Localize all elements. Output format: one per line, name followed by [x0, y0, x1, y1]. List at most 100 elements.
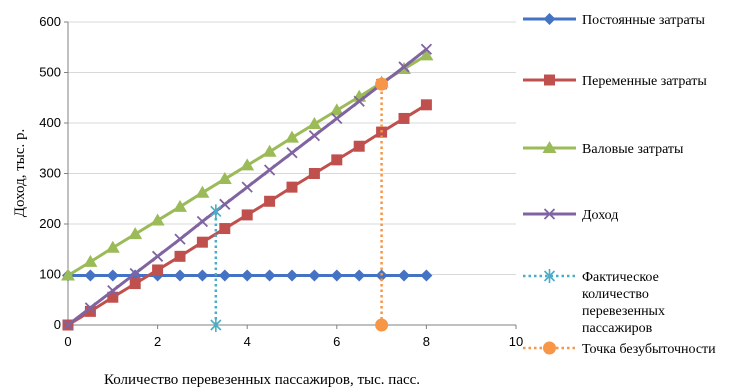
legend-label: пассажиров — [582, 321, 653, 336]
legend-label: Точка безубыточности — [582, 342, 716, 357]
series-3-point — [307, 117, 322, 130]
x-axis-title: Количество перевезенных пассажиров, тыс.… — [104, 372, 420, 388]
series-2-point — [107, 291, 119, 303]
series-2-point — [331, 154, 343, 166]
legend-entry: Переменные затраты — [523, 74, 707, 89]
legend-marker-point — [542, 141, 557, 153]
series-3-point — [262, 144, 277, 157]
series-4-point — [263, 164, 276, 176]
legend-marker-point — [543, 341, 556, 355]
series-4-point — [196, 215, 209, 228]
legend-entry: Доход — [523, 208, 618, 223]
series-2-point — [286, 181, 298, 193]
series-layer — [61, 43, 434, 332]
series-4-point — [241, 181, 253, 193]
series-1-point — [218, 269, 231, 282]
series-4-point — [151, 250, 164, 262]
legend: Постоянные затраты Переменные затраты Вало… — [523, 13, 716, 357]
legend-marker-point — [543, 13, 556, 25]
series-1-point — [106, 269, 119, 282]
series-3-point — [419, 48, 434, 61]
series-2 — [62, 99, 432, 331]
y-tick-label: 600 — [39, 14, 61, 29]
series-1-point — [420, 269, 433, 282]
series-5-point — [210, 204, 222, 219]
series-6-point — [375, 318, 389, 332]
legend-label: количество — [582, 287, 649, 302]
series-4-point — [129, 267, 141, 280]
series-2-point — [129, 278, 141, 290]
series-3-point — [105, 240, 120, 253]
series-4-point — [308, 129, 321, 142]
legend-marker-point — [543, 269, 556, 283]
series-4-point — [219, 198, 231, 210]
series-1-point — [174, 269, 186, 282]
series-4-point — [420, 43, 433, 55]
series-3-point — [128, 227, 143, 240]
series-1 — [62, 269, 433, 282]
x-tick-label: 2 — [154, 334, 161, 349]
x-tick-label: 8 — [423, 334, 430, 349]
legend-label: Переменные затраты — [582, 74, 707, 89]
y-tick-label: 500 — [39, 65, 61, 80]
y-tick-label: 300 — [39, 166, 61, 181]
series-1-point — [308, 269, 321, 282]
y-tick-label: 100 — [39, 267, 61, 282]
series-3-point — [150, 213, 165, 226]
series-1-point — [375, 269, 388, 282]
legend-marker-point — [544, 74, 555, 86]
series-3-point — [217, 172, 232, 185]
legend-entry: Валовые затраты — [523, 141, 684, 157]
series-2-point — [398, 112, 410, 124]
legend-entry: Точка безубыточности — [523, 341, 716, 357]
legend-marker-point — [543, 208, 556, 220]
series-3-point — [173, 199, 187, 212]
legend-label: перевезенных — [582, 304, 665, 319]
x-tick-label: 6 — [333, 334, 340, 349]
series-1-point — [84, 269, 97, 282]
y-tick-label: 400 — [39, 115, 61, 130]
series-4-point — [84, 302, 97, 314]
series-2-point — [264, 195, 276, 207]
y-tick-label: 200 — [39, 216, 61, 231]
series-4-point — [174, 233, 186, 245]
series-3-point — [83, 254, 98, 267]
x-tick-label: 4 — [244, 334, 251, 349]
series-4 — [62, 43, 433, 331]
series-2-point — [196, 236, 208, 248]
series-1-point — [353, 269, 366, 282]
series-4-point — [331, 112, 343, 125]
legend-label: Фактическое — [582, 270, 659, 285]
series-2-point — [174, 250, 186, 262]
series-4-point — [62, 319, 74, 331]
series-5-point — [210, 318, 222, 332]
series-2-point — [420, 99, 432, 111]
series-1-point — [263, 269, 276, 282]
legend-entry: Постоянные затраты — [523, 13, 706, 28]
legend-label: Постоянные затраты — [582, 13, 706, 28]
series-2-point — [219, 223, 231, 235]
series-2-point — [308, 168, 320, 179]
legend-entry: Фактическое количество перевезенных пассажи… — [523, 269, 665, 336]
series-2-point — [353, 140, 365, 152]
y-axis-title: Доход, тыс. р. — [12, 129, 28, 218]
grid — [68, 21, 516, 275]
x-tick-label: 10 — [509, 334, 523, 349]
legend-label: Валовые затраты — [582, 142, 684, 157]
series-1-point — [241, 269, 254, 282]
series-4-point — [353, 95, 365, 107]
series-3-point — [329, 103, 344, 116]
series-2-point — [84, 305, 96, 317]
series-1-point — [196, 269, 209, 282]
series-3-point — [195, 185, 210, 198]
x-tick-label: 0 — [64, 334, 71, 349]
series-6-point — [375, 77, 389, 91]
series-3-point — [240, 158, 255, 171]
series-4-point — [107, 285, 119, 297]
series-4-point — [398, 61, 410, 73]
legend-label: Доход — [582, 208, 618, 223]
series-1-point — [398, 269, 410, 282]
series-6 — [375, 77, 389, 332]
